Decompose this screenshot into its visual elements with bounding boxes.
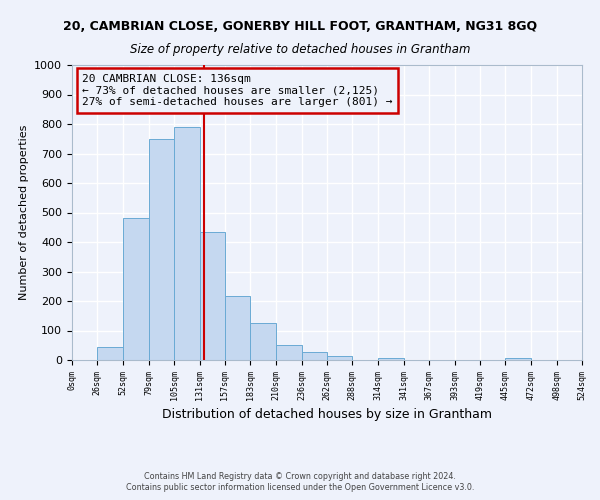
Bar: [327, 356, 352, 360]
Bar: [377, 358, 404, 360]
Bar: [250, 323, 277, 360]
X-axis label: Distribution of detached houses by size in Grantham: Distribution of detached houses by size …: [162, 408, 492, 421]
Y-axis label: Number of detached properties: Number of detached properties: [19, 125, 29, 300]
Text: Contains public sector information licensed under the Open Government Licence v3: Contains public sector information licen…: [126, 484, 474, 492]
Bar: [302, 352, 327, 360]
Bar: [149, 138, 174, 360]
Bar: [199, 232, 225, 360]
Bar: [97, 348, 122, 360]
Text: 20 CAMBRIAN CLOSE: 136sqm
← 73% of detached houses are smaller (2,125)
27% of se: 20 CAMBRIAN CLOSE: 136sqm ← 73% of detac…: [82, 74, 392, 107]
Text: Contains HM Land Registry data © Crown copyright and database right 2024.: Contains HM Land Registry data © Crown c…: [144, 472, 456, 481]
Bar: [277, 344, 302, 360]
Bar: [122, 218, 149, 360]
Text: Size of property relative to detached houses in Grantham: Size of property relative to detached ho…: [130, 42, 470, 56]
Text: 20, CAMBRIAN CLOSE, GONERBY HILL FOOT, GRANTHAM, NG31 8GQ: 20, CAMBRIAN CLOSE, GONERBY HILL FOOT, G…: [63, 20, 537, 33]
Bar: [174, 127, 200, 360]
Bar: [225, 296, 250, 360]
Bar: [505, 358, 532, 360]
